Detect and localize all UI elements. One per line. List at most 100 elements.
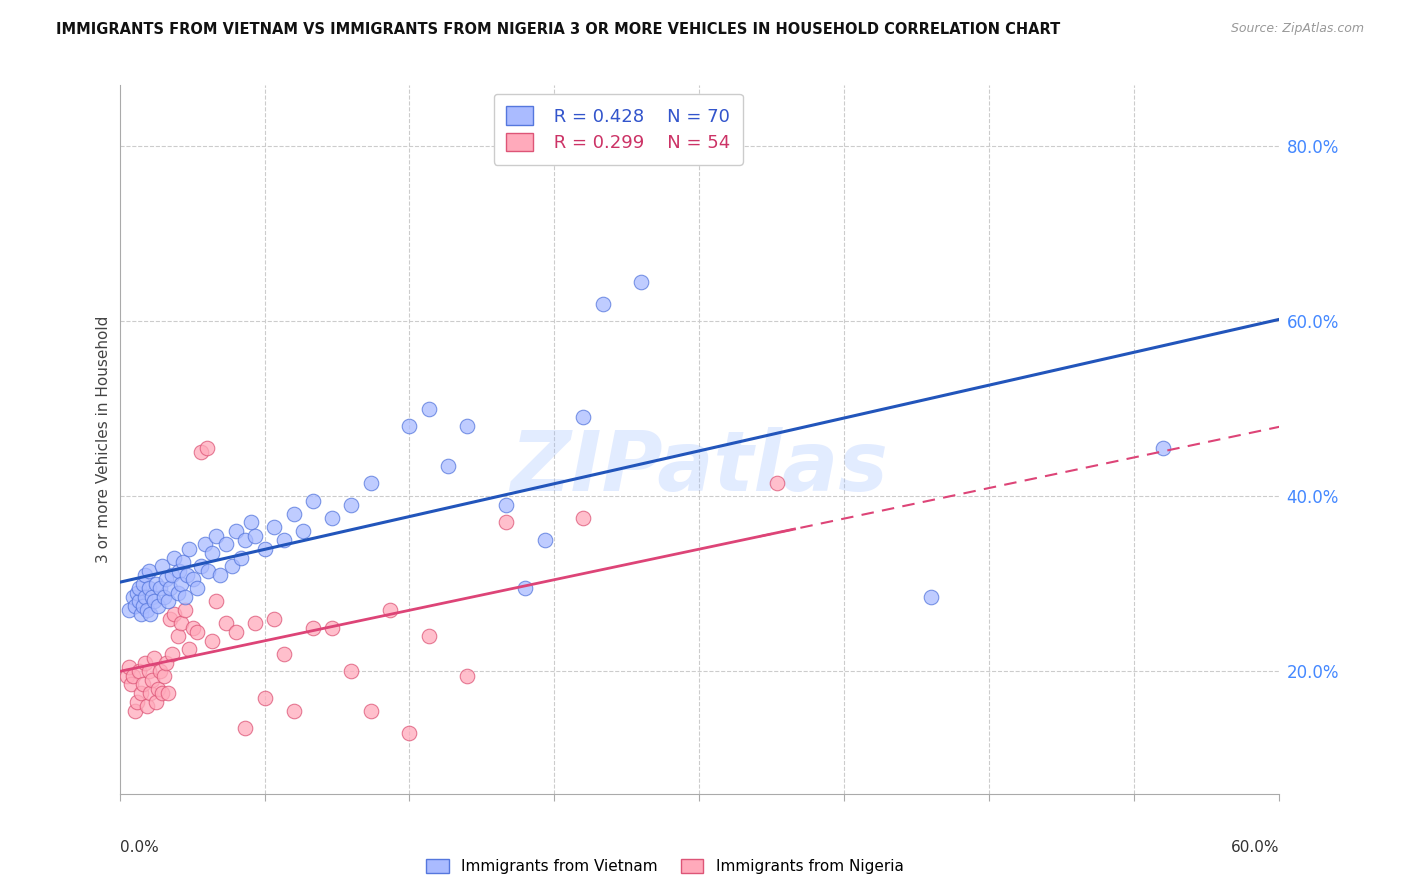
Point bbox=[174, 603, 197, 617]
Point bbox=[124, 704, 146, 718]
Point bbox=[159, 581, 181, 595]
Point bbox=[263, 612, 285, 626]
Point bbox=[134, 590, 156, 604]
Point bbox=[340, 665, 363, 679]
Point bbox=[132, 677, 155, 691]
Point bbox=[273, 533, 295, 547]
Point bbox=[153, 590, 176, 604]
Point bbox=[139, 686, 162, 700]
Point bbox=[456, 419, 478, 434]
Point bbox=[118, 660, 141, 674]
Point bbox=[253, 541, 276, 556]
Point bbox=[128, 581, 150, 595]
Point bbox=[263, 520, 285, 534]
Point bbox=[143, 594, 166, 608]
Text: 60.0%: 60.0% bbox=[1232, 840, 1279, 855]
Point bbox=[515, 581, 537, 595]
Text: IMMIGRANTS FROM VIETNAM VS IMMIGRANTS FROM NIGERIA 3 OR MORE VEHICLES IN HOUSEHO: IMMIGRANTS FROM VIETNAM VS IMMIGRANTS FR… bbox=[56, 22, 1060, 37]
Point bbox=[215, 616, 238, 631]
Point bbox=[273, 647, 295, 661]
Point bbox=[148, 681, 170, 696]
Point bbox=[186, 581, 208, 595]
Point bbox=[418, 629, 440, 643]
Point bbox=[231, 550, 253, 565]
Point bbox=[134, 656, 156, 670]
Point bbox=[160, 568, 183, 582]
Point bbox=[156, 594, 179, 608]
Point bbox=[160, 647, 183, 661]
Point bbox=[181, 621, 204, 635]
Point bbox=[1153, 441, 1175, 455]
Point bbox=[129, 686, 152, 700]
Point bbox=[117, 669, 138, 683]
Point bbox=[378, 603, 402, 617]
Point bbox=[456, 669, 478, 683]
Point bbox=[120, 677, 142, 691]
Point bbox=[128, 594, 150, 608]
Point bbox=[148, 599, 170, 613]
Point bbox=[172, 555, 194, 569]
Point bbox=[243, 528, 266, 542]
Point bbox=[495, 498, 517, 512]
Point bbox=[166, 629, 188, 643]
Point bbox=[150, 686, 173, 700]
Point bbox=[141, 673, 163, 687]
Text: Source: ZipAtlas.com: Source: ZipAtlas.com bbox=[1230, 22, 1364, 36]
Point bbox=[572, 511, 595, 525]
Point bbox=[138, 581, 160, 595]
Point bbox=[122, 669, 145, 683]
Point bbox=[153, 669, 176, 683]
Point bbox=[118, 603, 141, 617]
Point bbox=[155, 573, 177, 587]
Point bbox=[533, 533, 555, 547]
Point bbox=[145, 576, 167, 591]
Point bbox=[437, 458, 460, 473]
Point bbox=[132, 599, 155, 613]
Point bbox=[495, 516, 517, 530]
Point bbox=[135, 699, 157, 714]
Point bbox=[139, 607, 162, 622]
Point bbox=[169, 564, 191, 578]
Point bbox=[174, 590, 197, 604]
Point bbox=[170, 616, 193, 631]
Point bbox=[141, 590, 163, 604]
Point bbox=[193, 537, 217, 551]
Point bbox=[225, 624, 247, 639]
Point bbox=[920, 590, 942, 604]
Point bbox=[201, 633, 224, 648]
Point bbox=[149, 665, 172, 679]
Point bbox=[321, 621, 343, 635]
Point bbox=[360, 704, 382, 718]
Point bbox=[125, 695, 148, 709]
Point bbox=[138, 564, 160, 578]
Point bbox=[233, 721, 256, 735]
Point bbox=[398, 419, 420, 434]
Point bbox=[162, 550, 186, 565]
Point bbox=[253, 690, 276, 705]
Point bbox=[156, 686, 179, 700]
Point bbox=[340, 498, 363, 512]
Point bbox=[221, 559, 243, 574]
Point bbox=[177, 541, 200, 556]
Point bbox=[128, 665, 150, 679]
Point bbox=[592, 296, 614, 310]
Point bbox=[177, 642, 200, 657]
Point bbox=[283, 704, 305, 718]
Point bbox=[143, 651, 166, 665]
Point bbox=[205, 594, 228, 608]
Point bbox=[197, 564, 219, 578]
Point bbox=[321, 511, 343, 525]
Point bbox=[301, 621, 323, 635]
Point bbox=[124, 599, 146, 613]
Point bbox=[360, 476, 382, 491]
Point bbox=[186, 624, 208, 639]
Point bbox=[134, 568, 156, 582]
Text: ZIPatlas: ZIPatlas bbox=[510, 427, 889, 508]
Point bbox=[122, 590, 145, 604]
Point bbox=[292, 524, 315, 539]
Y-axis label: 3 or more Vehicles in Household: 3 or more Vehicles in Household bbox=[96, 316, 111, 563]
Point bbox=[149, 581, 172, 595]
Point bbox=[215, 537, 238, 551]
Point bbox=[301, 493, 323, 508]
Point bbox=[132, 576, 155, 591]
